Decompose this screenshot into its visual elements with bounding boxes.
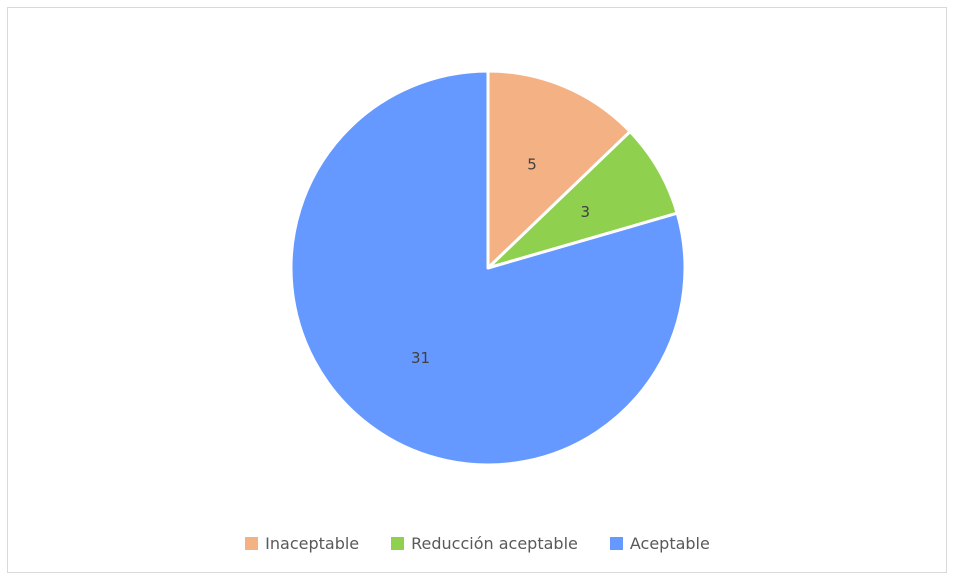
legend-label: Reducción aceptable xyxy=(411,534,578,553)
pie-data-labels: 5 3 31 xyxy=(411,156,590,367)
legend-item-aceptable: Aceptable xyxy=(609,534,710,553)
pie-slice-reducci-n-aceptable xyxy=(486,130,679,270)
data-label-aceptable: 31 xyxy=(411,349,430,367)
legend-label: Aceptable xyxy=(629,534,710,553)
legend-item-inaceptable: Inaceptable xyxy=(245,534,359,553)
legend-swatch xyxy=(609,537,623,550)
pie-slices xyxy=(289,69,687,467)
legend: Inaceptable Reducción aceptable Aceptable xyxy=(0,534,955,553)
data-label-inaceptable: 5 xyxy=(527,156,537,174)
pie-slice-inaceptable xyxy=(486,69,632,270)
pie-slice-aceptable xyxy=(289,69,687,467)
legend-item-reducci-n-aceptable: Reducción aceptable xyxy=(391,534,578,553)
legend-label: Inaceptable xyxy=(265,534,360,553)
data-label-reducci-n-aceptable: 3 xyxy=(580,203,590,221)
legend-swatch xyxy=(391,537,405,550)
legend-swatch xyxy=(245,537,259,550)
